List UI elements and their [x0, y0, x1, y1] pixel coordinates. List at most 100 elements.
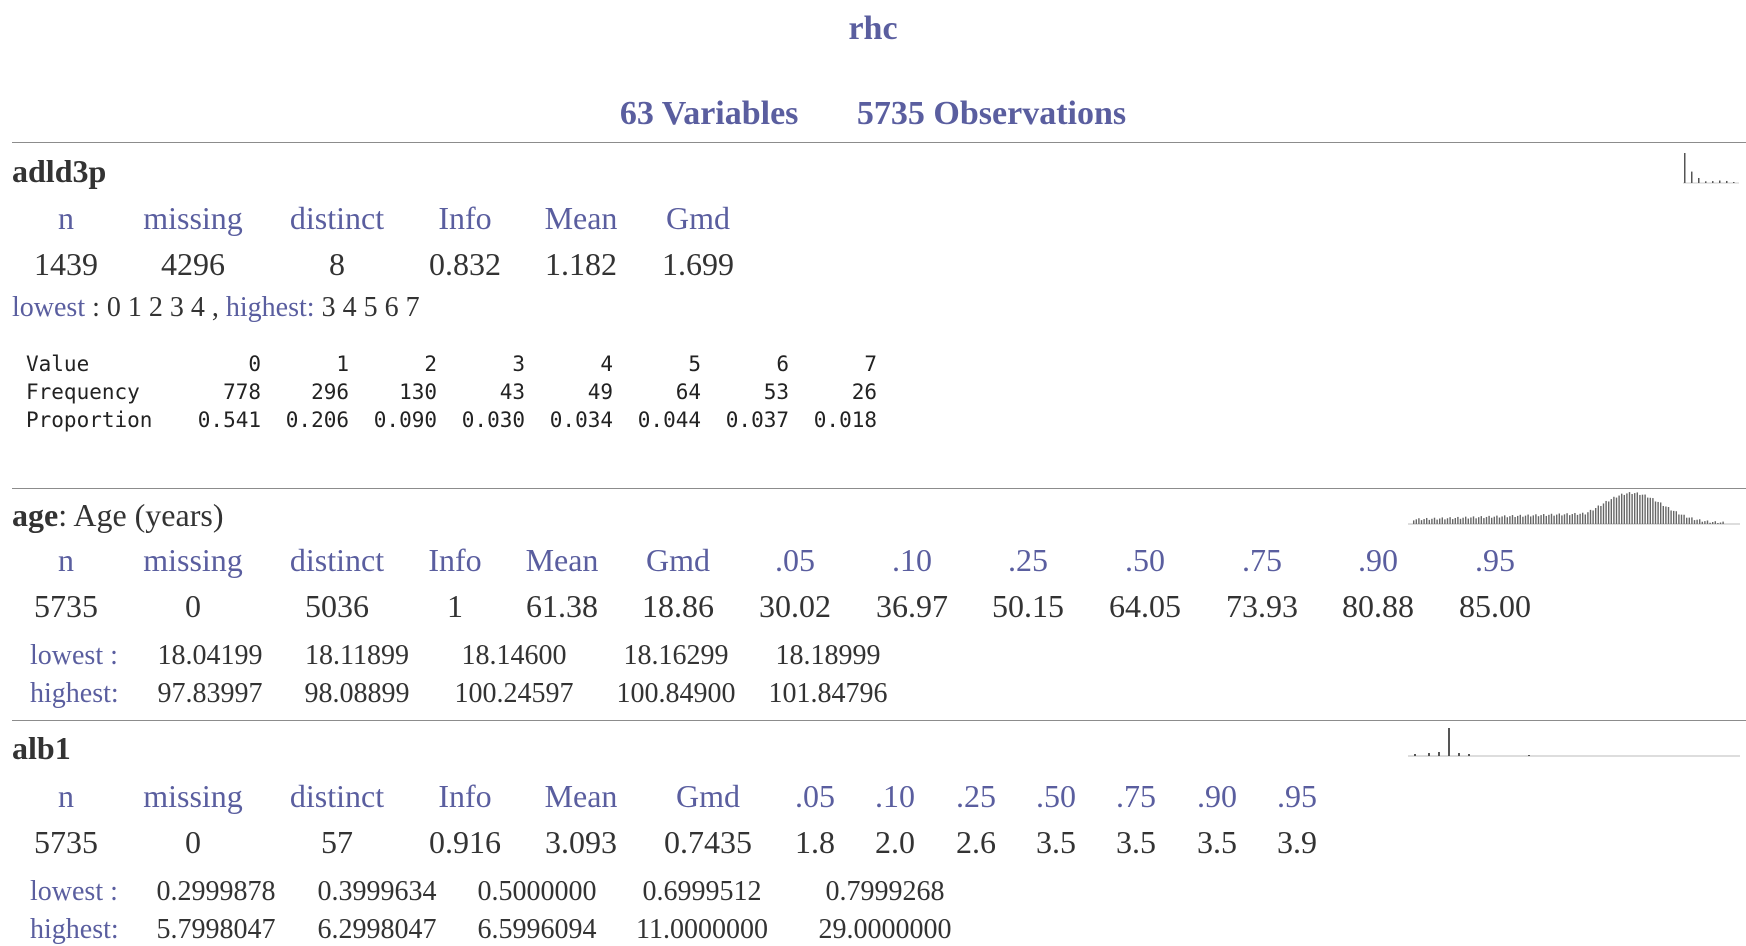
stat-value: 1.699	[662, 246, 734, 282]
spark-bar	[1691, 171, 1693, 183]
freq-row-proportion: Proportion 0.541 0.206 0.090 0.030 0.034 0.044…	[26, 408, 886, 436]
spark-bar	[1705, 181, 1707, 183]
spark-bar	[1491, 517, 1493, 524]
spark-bar	[1527, 514, 1529, 524]
freq-cell: 6	[776, 352, 789, 376]
spark-bar	[1670, 510, 1672, 524]
spark-bar	[1462, 517, 1464, 524]
spark-bar	[1436, 519, 1438, 524]
freq-cell: 0.206	[285, 408, 349, 432]
spark-bar	[1441, 517, 1443, 524]
spark-bar	[1506, 517, 1508, 524]
stat-value: 4296	[161, 246, 225, 282]
spark-bar	[1595, 508, 1597, 524]
spark-bar	[1438, 752, 1440, 756]
spark-bar	[1733, 181, 1735, 183]
spark-bar	[1602, 503, 1605, 524]
stat-header: distinct	[289, 542, 385, 578]
stat-header: .75	[1242, 542, 1282, 578]
stat-value: 85.00	[1459, 588, 1531, 624]
lowest-value: 0.7999268	[825, 876, 945, 907]
highest-value: 100.84900	[616, 678, 736, 709]
freq-cell: 7	[864, 352, 877, 376]
spark-bar	[1652, 498, 1654, 524]
spark-bar	[1631, 494, 1633, 524]
spark-bar	[1501, 516, 1503, 524]
spark-bar	[1496, 515, 1498, 524]
spark-bar	[1420, 520, 1423, 524]
stat-value: 3.5	[1036, 824, 1076, 860]
spark-bar	[1454, 518, 1456, 524]
spark-bar	[1636, 492, 1638, 524]
freq-row-values: Value 0 1 2 3 4 5 6 7	[26, 352, 886, 380]
highest-value: 98.08899	[304, 678, 410, 709]
spark-bar	[1608, 501, 1610, 524]
stat-header: distinct	[289, 200, 385, 236]
spark-bar	[1478, 517, 1480, 524]
stat-header: Info	[438, 778, 492, 814]
spark-bar	[1483, 518, 1485, 524]
freq-cell: 2	[424, 352, 437, 376]
spark-bar	[1449, 517, 1451, 524]
spark-bar	[1540, 515, 1542, 524]
freq-cell: 0.018	[813, 408, 877, 432]
stat-header: .10	[892, 542, 932, 578]
spark-bar	[1726, 180, 1728, 183]
spark-bar	[1418, 518, 1420, 524]
freq-cell: 26	[851, 380, 877, 404]
spark-bar	[1493, 516, 1495, 524]
freq-cell: 0.030	[461, 408, 525, 432]
highest-value: 29.0000000	[818, 914, 952, 945]
spark-bar	[1550, 513, 1553, 524]
highest-value: 100.24597	[454, 678, 574, 709]
spark-bar	[1589, 509, 1592, 524]
spark-bar	[1683, 514, 1685, 524]
spark-bar	[1433, 517, 1436, 524]
lowest-value: 0.2999878	[156, 876, 276, 907]
spark-bar	[1537, 516, 1540, 524]
stat-header: n	[58, 542, 74, 578]
stat-value: 3.5	[1197, 824, 1237, 860]
freq-cell: 0.090	[373, 408, 437, 432]
stat-value: 80.88	[1342, 588, 1414, 624]
stat-value: 0.916	[429, 824, 501, 860]
spark-bar	[1613, 496, 1615, 524]
stat-value: 1	[447, 588, 463, 624]
freq-cell: 43	[499, 380, 525, 404]
freq-cell: 0.034	[549, 408, 613, 432]
stat-value: 36.97	[876, 588, 948, 624]
stat-value: 1.182	[545, 246, 617, 282]
spark-bar	[1684, 153, 1686, 183]
spark-bar	[1548, 514, 1550, 524]
spark-bar	[1654, 501, 1657, 524]
stat-header: missing	[143, 778, 243, 814]
stat-header: Mean	[525, 542, 599, 578]
spark-bar	[1561, 515, 1563, 524]
spark-bar	[1509, 516, 1511, 524]
spark-bar	[1714, 521, 1716, 524]
lowest-value: 18.11899	[305, 640, 409, 671]
stat-header: .05	[775, 542, 815, 578]
spark-bar	[1584, 514, 1586, 524]
spark-bar	[1657, 501, 1659, 524]
spark-bar	[1528, 755, 1530, 756]
freq-cell: 64	[675, 380, 701, 404]
lowest-value: 18.04199	[157, 640, 263, 671]
spark-bar	[1722, 521, 1724, 524]
spark-bar	[1712, 522, 1714, 524]
spark-bar	[1649, 497, 1651, 524]
spark-bar	[1485, 516, 1488, 524]
stat-header: .10	[875, 778, 915, 814]
stat-value: 64.05	[1109, 588, 1181, 624]
freq-row-label: Value	[26, 352, 90, 376]
freq-cell: 3	[512, 352, 525, 376]
stat-value: 0	[185, 824, 201, 860]
spark-bar	[1719, 180, 1721, 183]
stat-header: .90	[1197, 778, 1237, 814]
spark-bar	[1452, 519, 1454, 524]
lowest-label: lowest :	[30, 876, 118, 907]
spark-bar	[1696, 519, 1698, 524]
spark-bar	[1504, 515, 1506, 524]
spark-bar	[1571, 514, 1573, 524]
spark-bar	[1680, 514, 1683, 524]
